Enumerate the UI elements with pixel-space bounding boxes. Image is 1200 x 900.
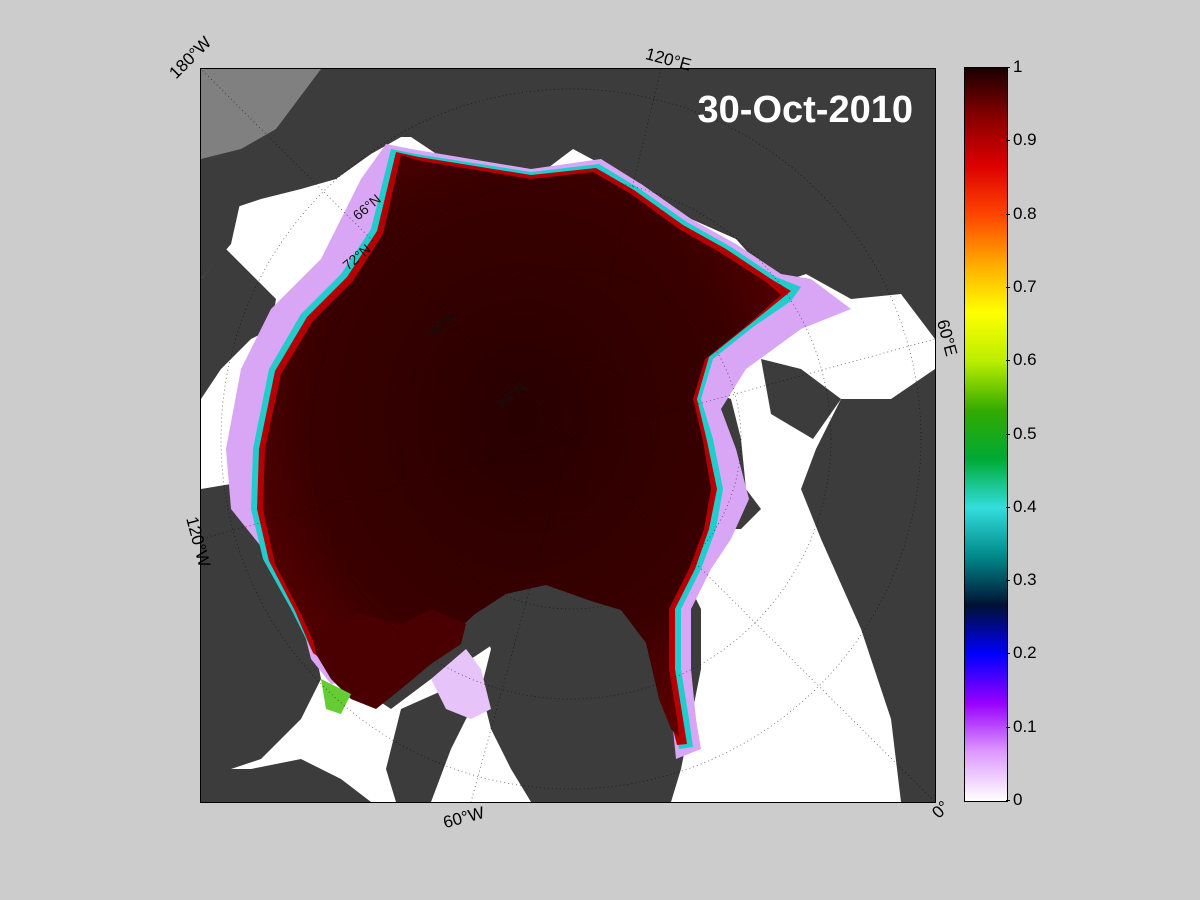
land-scandinavia [801,369,935,802]
colorbar-tick-label: 1 [1013,57,1023,76]
land-siberia [231,69,935,339]
colorbar-tick-label: 0.4 [1013,496,1037,516]
colorbar-tick-label: 0 [1013,790,1023,809]
colorbar-tick-label: 0.5 [1013,423,1037,443]
colorbar [964,67,1008,802]
colorbar-tick-mark [1006,360,1010,362]
land-shadow-nw [201,69,321,159]
lon-label-60w: 60°W [441,802,487,833]
ice-baffin-purple [431,649,491,719]
colorbar-tick-label: 0.3 [1013,570,1037,590]
ice-pack-core [263,155,781,737]
land-europe-south [761,359,841,439]
colorbar-tick-label: 0.1 [1013,716,1037,736]
colorbar-tick-label: 0.9 [1013,130,1037,150]
ice-channels [311,609,466,709]
colorbar-tick-mark [1006,506,1010,508]
lon-label-60e: 60°E [933,317,961,359]
colorbar-tick-mark [1006,140,1010,142]
land-alaska-west [201,199,241,279]
sea-ice-map: 30-Oct-2010 66°N 72°N 78°N 84°N [200,68,936,803]
land-canada-south [201,759,371,802]
map-canvas [201,69,935,802]
date-stamp: 30-Oct-2010 [697,89,913,131]
land-baffin [386,689,471,802]
colorbar-tick-label: 0.6 [1013,350,1037,370]
colorbar-tick-mark [1006,800,1010,801]
land-alaska-coast [201,249,276,399]
colorbar-tick-mark [1006,580,1010,582]
colorbar-tick-mark [1006,213,1010,215]
colorbar-tick-label: 0.8 [1013,203,1037,223]
graticule [201,69,935,802]
colorbar-tick-mark [1006,286,1010,288]
colorbar-tick-mark [1006,726,1010,728]
colorbar-tick-label: 0.7 [1013,276,1037,296]
colorbar-tick-mark [1006,433,1010,435]
colorbar-tick-mark [1006,67,1010,68]
colorbar-tick-mark [1006,653,1010,655]
colorbar-tick-label: 0.2 [1013,643,1037,663]
